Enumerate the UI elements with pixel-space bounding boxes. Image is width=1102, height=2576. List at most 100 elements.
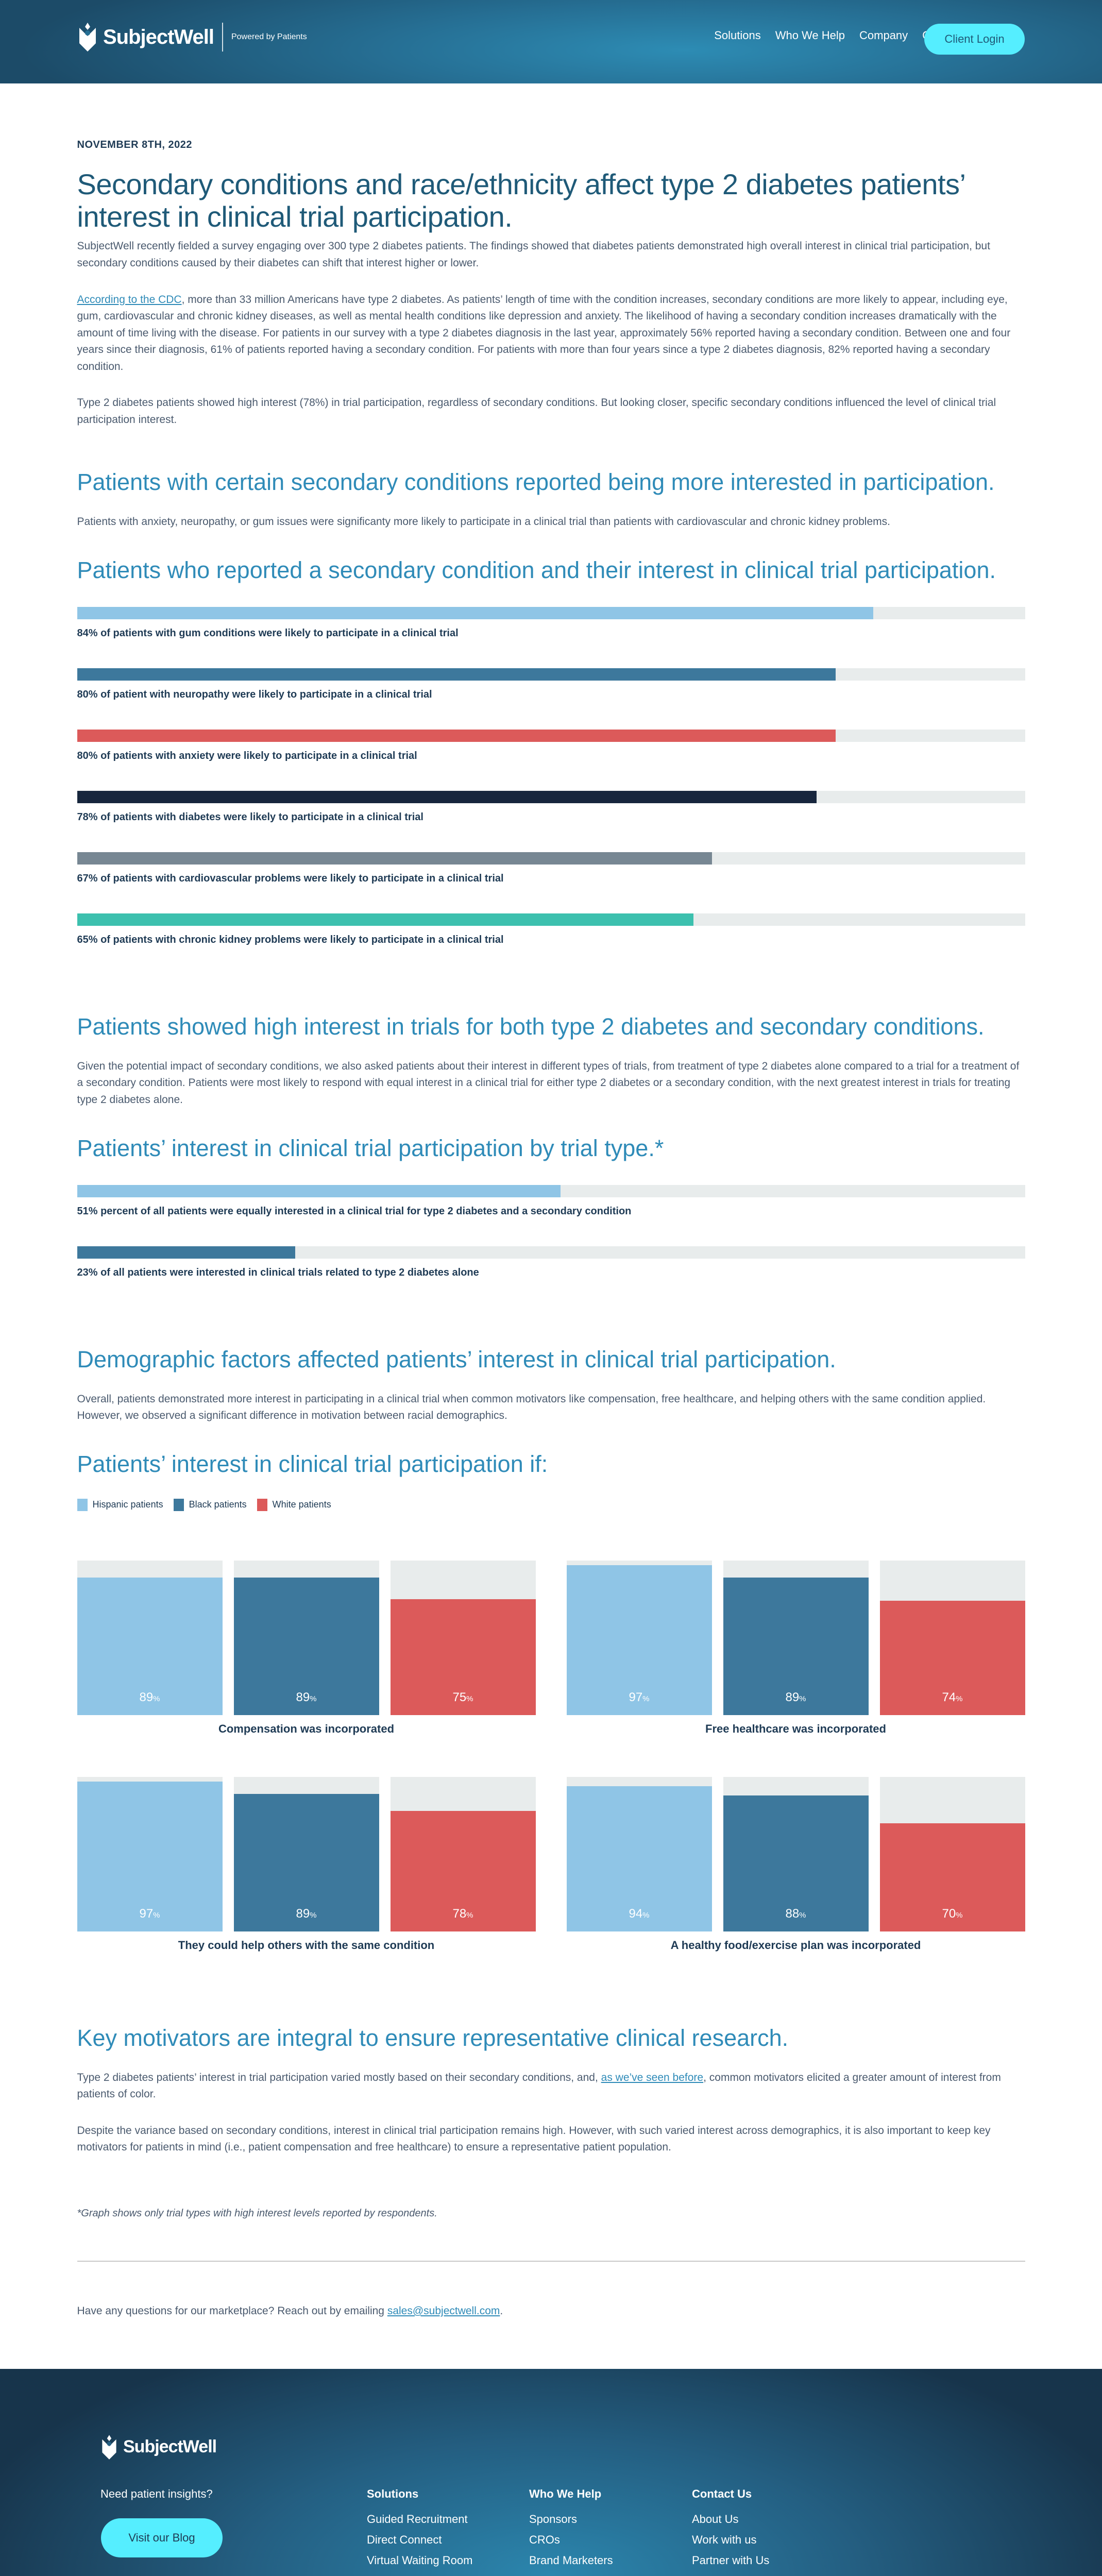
column-bar-track: 97%	[566, 1560, 712, 1715]
cdc-link[interactable]: According to the CDC	[77, 293, 182, 306]
column-bar-track: 97%	[77, 1776, 223, 1931]
nav-company[interactable]: Company	[859, 29, 908, 42]
trial-type-bar-label: 23% of all patients were interested in c…	[77, 1266, 479, 1278]
column-value-label: 94%	[629, 1906, 650, 1921]
footer-link-news[interactable]: News	[692, 2571, 777, 2576]
column-value-label: 89%	[296, 1906, 317, 1921]
footer-logo-link[interactable]: SubjectWell	[100, 2435, 217, 2460]
column-value-label: 97%	[629, 1690, 650, 1704]
condition-bar-item: 65% of patients with chronic kidney prob…	[77, 913, 1025, 946]
section-heading-secondary-conditions: Patients with certain secondary conditio…	[77, 469, 995, 496]
footer-heading-who-we-help[interactable]: Who We Help	[529, 2487, 602, 2500]
condition-bar-item: 80% of patients with anxiety were likely…	[77, 729, 1025, 762]
publish-date: NOVEMBER 8TH, 2022	[77, 139, 193, 150]
column-bar-fill	[77, 1577, 223, 1715]
section-heading-demographics: Demographic factors affected patients’ i…	[77, 1346, 836, 1372]
condition-bar-label: 78% of patients with diabetes were likel…	[77, 811, 423, 823]
article-title: Secondary conditions and race/ethnicity …	[77, 168, 965, 233]
subjectwell-logo-icon	[79, 23, 96, 52]
condition-bar-track	[77, 790, 1025, 803]
column-value-label: 74%	[942, 1690, 963, 1704]
condition-bar-track	[77, 913, 1025, 926]
nav-solutions[interactable]: Solutions	[714, 29, 761, 42]
footer-heading-solutions[interactable]: Solutions	[367, 2487, 419, 2500]
condition-bar-fill	[77, 852, 713, 865]
footer-link-cros[interactable]: CROs	[529, 2533, 560, 2546]
column-bar-track: 74%	[879, 1560, 1025, 1715]
need-insights-label: Need patient insights?	[100, 2487, 213, 2500]
site-header: SubjectWell Powered by Patients Solution…	[0, 0, 1102, 83]
column-group: 97% 89% 78% They could help others with the…	[77, 1776, 536, 1952]
footer-brand-name: SubjectWell	[123, 2437, 217, 2457]
visit-blog-button[interactable]: Visit our Blog	[101, 2518, 223, 2557]
footer-col-who-we-help: Who We Help Sponsors CROs Brand Marketer…	[529, 2487, 613, 2571]
section-heading-key-motivators: Key motivators are integral to ensure re…	[77, 2024, 789, 2051]
column-bar-fill	[879, 1823, 1025, 1931]
graph-footnote: *Graph shows only trial types with high …	[77, 2207, 437, 2219]
column-value-label: 89%	[785, 1690, 806, 1704]
condition-bar-fill	[77, 606, 874, 619]
brand-name: SubjectWell	[103, 25, 214, 48]
footer-link-about-us[interactable]: About Us	[692, 2512, 739, 2526]
chart-title-demographics: Patients’ interest in clinical trial par…	[77, 1450, 548, 1477]
contact-text: Have any questions for our marketplace? …	[77, 2304, 387, 2317]
seen-before-link[interactable]: as we’ve seen before	[601, 2071, 704, 2083]
sales-email-link[interactable]: sales@subjectwell.com	[387, 2304, 500, 2317]
key-motivators-text-a: Type 2 diabetes patients’ interest in tr…	[77, 2071, 601, 2083]
column-bar-fill	[879, 1600, 1025, 1715]
footer-heading-contact-us[interactable]: Contact Us	[692, 2487, 752, 2500]
column-group: 94% 88% 70% A healthy food/exercise plan wa…	[566, 1776, 1025, 1952]
column-group-caption: A healthy food/exercise plan was incorpo…	[670, 1938, 921, 1952]
footer-link-brand-marketers[interactable]: Brand Marketers	[529, 2553, 613, 2567]
column-bar-track: 89%	[723, 1560, 869, 1715]
condition-bar-fill	[77, 668, 836, 681]
legend-item: Black patients	[173, 1498, 247, 1511]
brand-tagline: Powered by Patients	[231, 32, 307, 41]
section-body-key-motivators: Type 2 diabetes patients’ interest in tr…	[77, 2070, 1025, 2103]
logo-divider	[222, 23, 223, 52]
column-group-bars: 97% 89% 78%	[77, 1776, 536, 1931]
logo-link[interactable]: SubjectWell Powered by Patients	[77, 23, 307, 52]
contact-end: .	[500, 2304, 503, 2317]
footer-link-partner-with-us[interactable]: Partner with Us	[692, 2553, 770, 2567]
section-heading-trial-types: Patients showed high interest in trials …	[77, 1013, 985, 1040]
condition-bar-item: 78% of patients with diabetes were likel…	[77, 790, 1025, 823]
legend-swatch	[77, 1498, 88, 1511]
subjectwell-logo-icon	[102, 2435, 116, 2460]
cdc-paragraph: According to the CDC, more than 33 milli…	[77, 292, 1025, 376]
interest-paragraph: Type 2 diabetes patients showed high int…	[77, 397, 996, 426]
condition-bar-label: 80% of patient with neuropathy were like…	[77, 688, 432, 700]
footer-link-guided-recruitment[interactable]: Guided Recruitment	[367, 2512, 468, 2526]
column-bar-track: 88%	[723, 1776, 869, 1931]
intro-paragraph: SubjectWell recently fielded a survey en…	[77, 240, 990, 269]
column-bar-track: 94%	[566, 1776, 712, 1931]
condition-bar-label: 67% of patients with cardiovascular prob…	[77, 872, 504, 884]
nav-who-we-help[interactable]: Who We Help	[775, 29, 845, 42]
column-bar-track: 89%	[77, 1560, 223, 1715]
client-login-button[interactable]: Client Login	[924, 24, 1025, 55]
chart-legend: Hispanic patients Black patients White pat…	[77, 1498, 1025, 1511]
column-value-label: 97%	[139, 1906, 160, 1921]
footer-link-virtual-waiting-room[interactable]: Virtual Waiting Room	[367, 2553, 473, 2567]
footer-link-work-with-us[interactable]: Work with us	[692, 2533, 757, 2546]
chart-title-trial-type: Patients’ interest in clinical trial par…	[77, 1134, 664, 1161]
column-group: 97% 89% 74% Free healthcare was incorporate…	[566, 1560, 1025, 1736]
condition-bar-fill	[77, 913, 693, 926]
trial-type-bar-chart: 51% percent of all patients were equally…	[77, 1184, 1025, 1279]
key-motivators-text-b: , common motivators elicited a greater a…	[77, 2071, 1001, 2100]
section-body-key-motivators-2: Despite the variance based on secondary …	[77, 2124, 991, 2154]
legend-label: White patients	[272, 1499, 331, 1510]
section-body-trial-types: Given the potential impact of secondary …	[77, 1060, 1020, 1106]
column-bar-fill	[566, 1565, 712, 1715]
condition-bar-item: 67% of patients with cardiovascular prob…	[77, 852, 1025, 885]
condition-bar-track	[77, 606, 1025, 619]
trial-type-bar-track	[77, 1246, 1025, 1259]
column-value-label: 89%	[139, 1690, 160, 1704]
footer-link-sponsors[interactable]: Sponsors	[529, 2512, 577, 2526]
footer-link-direct-connect[interactable]: Direct Connect	[367, 2533, 442, 2546]
column-group-caption: Free healthcare was incorporated	[705, 1722, 886, 1735]
column-bar-fill	[233, 1793, 379, 1931]
footer-link-recruitment-agency[interactable]: Recruitment Agency	[367, 2571, 472, 2576]
condition-bar-item: 80% of patient with neuropathy were like…	[77, 668, 1025, 701]
condition-bar-fill	[77, 729, 836, 742]
